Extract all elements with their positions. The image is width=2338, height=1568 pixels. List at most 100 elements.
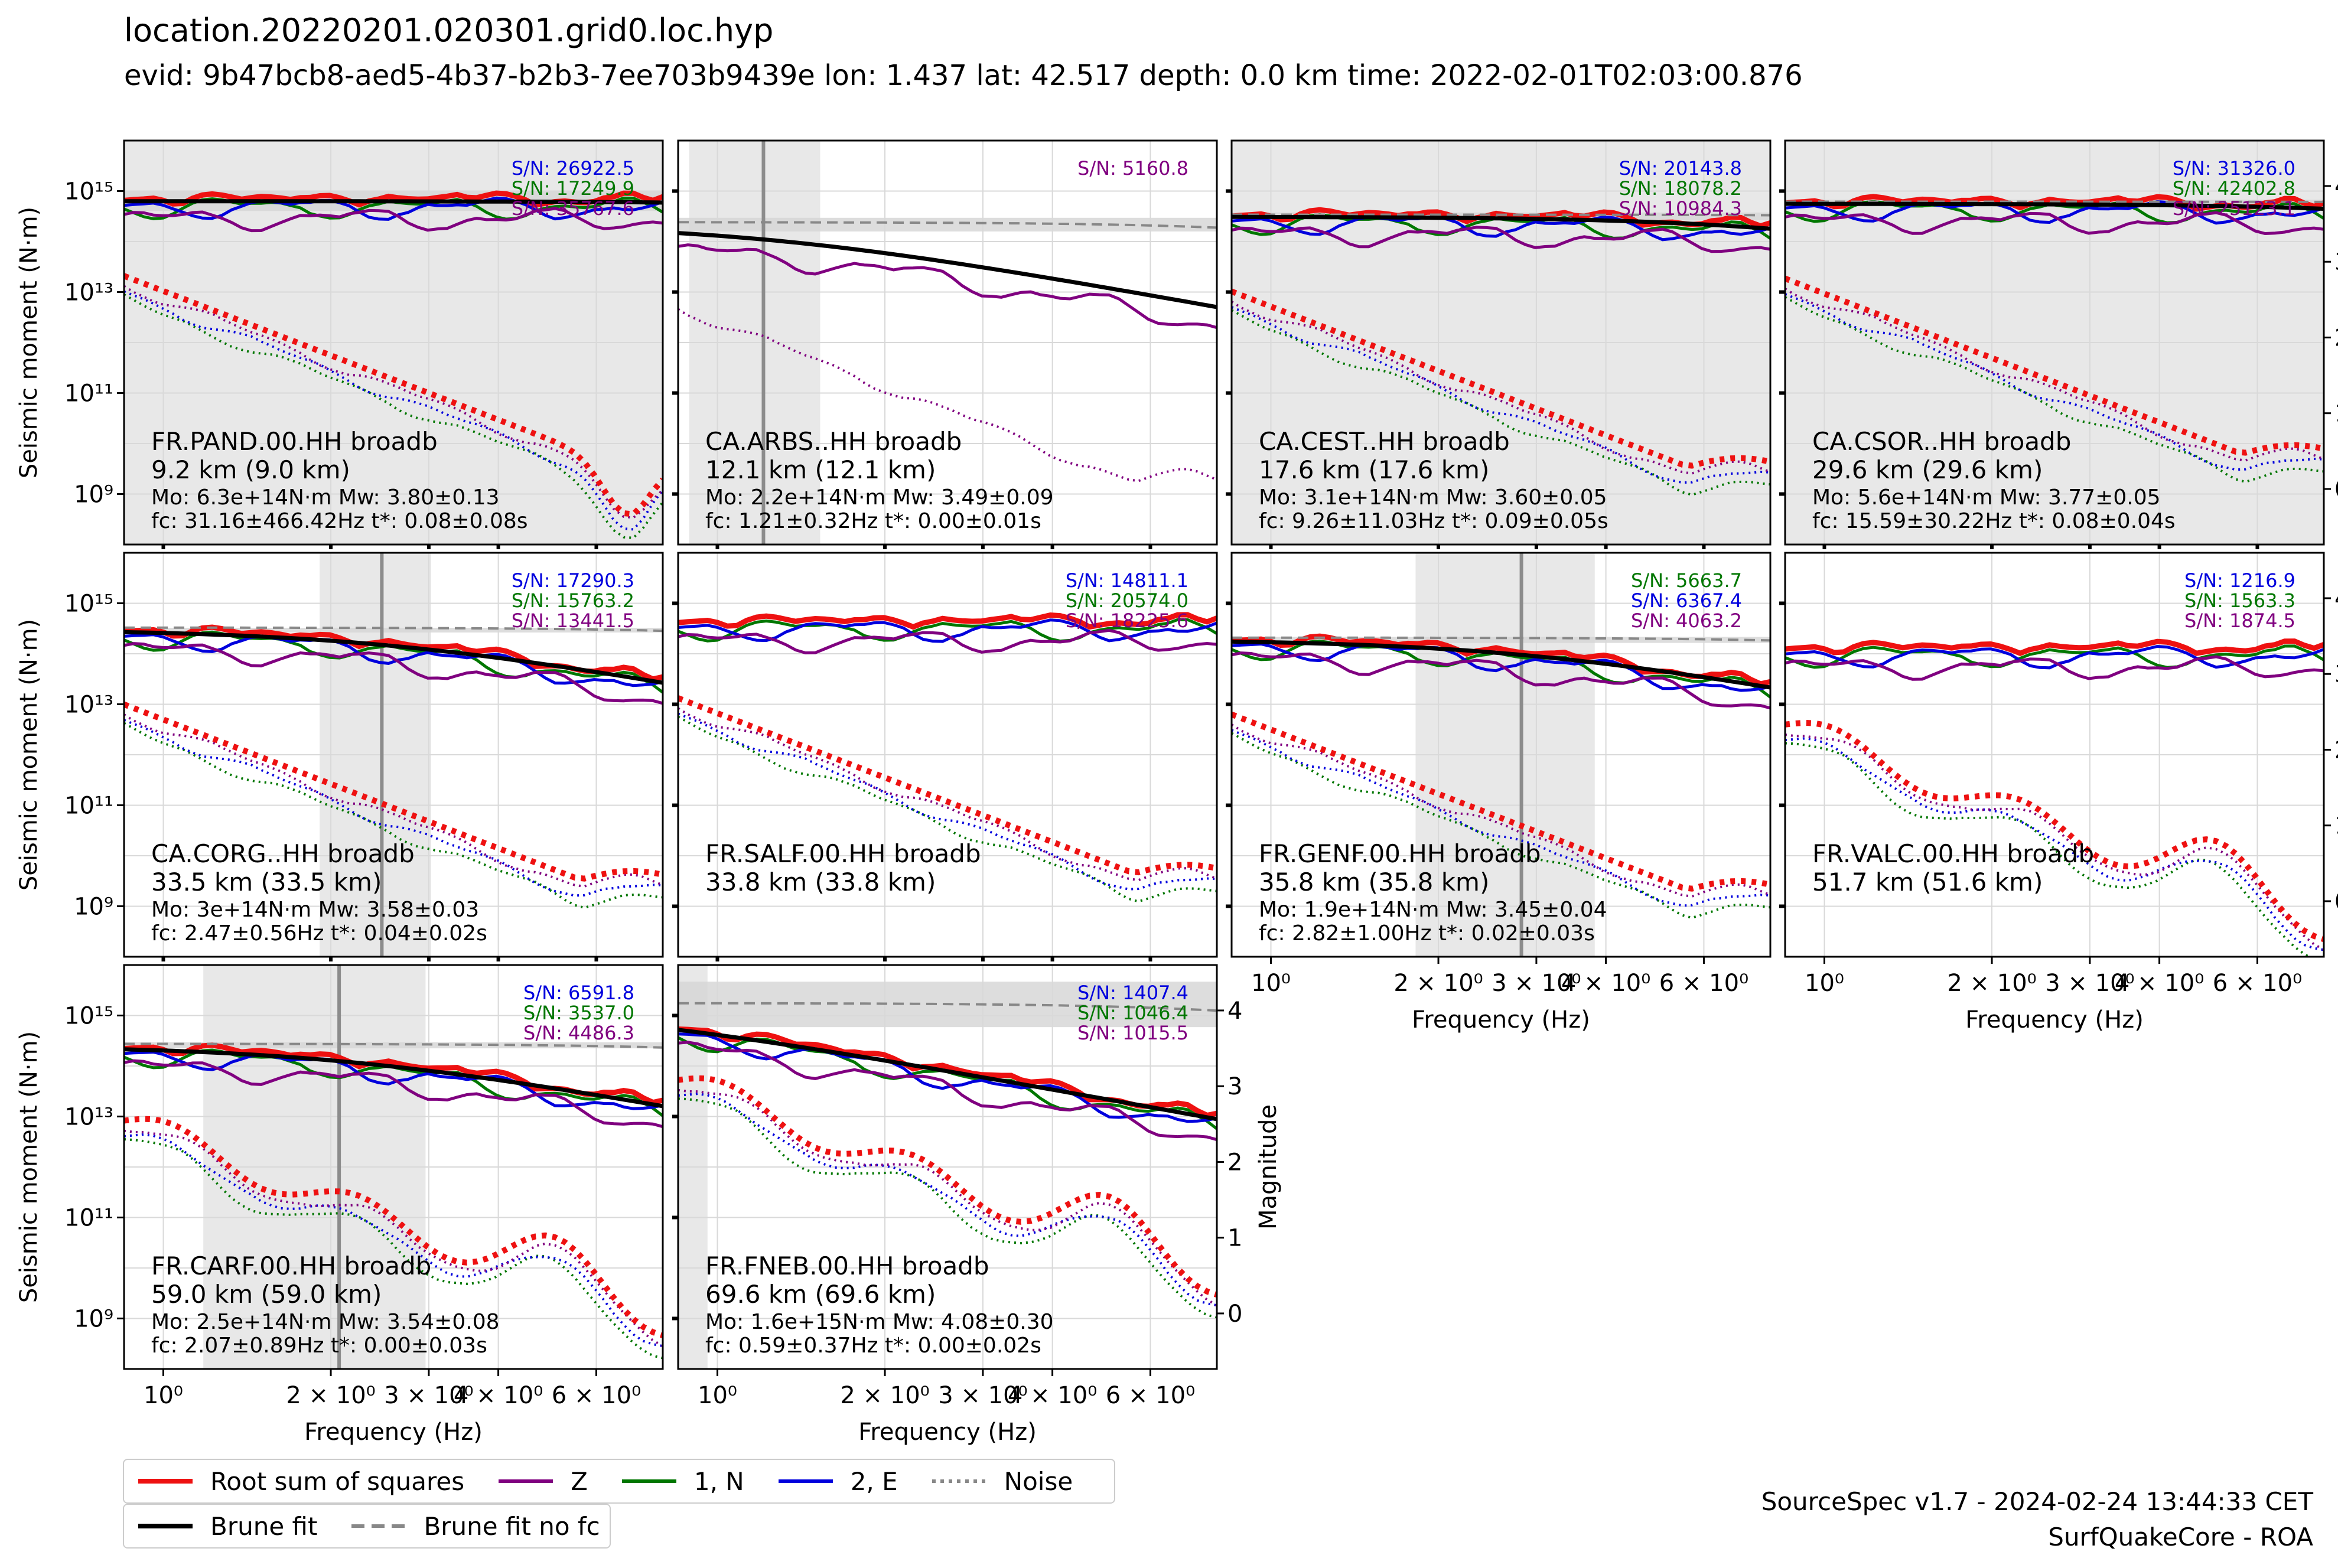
sn-label: S/N: 31326.0 bbox=[2173, 157, 2295, 180]
noise-rss bbox=[124, 702, 663, 882]
x-tick-label: 6 × 10⁰ bbox=[1659, 970, 1748, 997]
source-params-label: Mo: 5.6e+14N·m Mw: 3.77±0.05 bbox=[1812, 485, 2161, 510]
sn-label: S/N: 15763.2 bbox=[512, 589, 634, 612]
station-label: FR.PAND.00.HH broadb bbox=[151, 427, 438, 456]
sn-label: S/N: 10984.3 bbox=[1619, 197, 1742, 220]
spectrum-panel-5: S/N: 14811.1S/N: 20574.0S/N: 18225.6 FR.S… bbox=[672, 552, 1218, 961]
source-params-label: Mo: 1.6e+15N·m Mw: 4.08±0.30 bbox=[705, 1310, 1054, 1334]
sn-label: S/N: 13441.5 bbox=[512, 609, 634, 632]
distance-label: 69.6 km (69.6 km) bbox=[705, 1280, 936, 1309]
y-tick-label: 10¹¹ bbox=[64, 380, 113, 408]
mag-tick-label: 1 bbox=[2334, 813, 2338, 840]
x-tick-label: 10⁰ bbox=[144, 1382, 183, 1409]
station-label: FR.VALC.00.HH broadb bbox=[1812, 839, 2094, 868]
distance-label: 29.6 km (29.6 km) bbox=[1812, 455, 2043, 484]
station-label: CA.CSOR..HH broadb bbox=[1812, 427, 2071, 456]
panel-frame bbox=[123, 552, 664, 958]
x-tick-label: 6 × 10⁰ bbox=[1106, 1382, 1195, 1409]
x-axis-label: Frequency (Hz) bbox=[304, 1419, 483, 1446]
panel-plot-area bbox=[678, 553, 1217, 957]
legend-brune: Brune fit bbox=[136, 1512, 317, 1541]
mag-tick-label: 2 bbox=[2334, 324, 2338, 351]
spectrum-panel-9: S/N: 1407.4S/N: 1046.4S/N: 1015.5 FR.FNEB… bbox=[672, 964, 1282, 1446]
y-tick-label: 10¹⁵ bbox=[64, 178, 113, 206]
sn-label: S/N: 17290.3 bbox=[512, 569, 634, 592]
panel-plot-area bbox=[1785, 141, 2324, 545]
corner-freq-label: fc: 15.59±30.22Hz t*: 0.08±0.04s bbox=[1812, 509, 2176, 533]
y-axis-label: Seismic moment (N·m) bbox=[15, 207, 43, 478]
spectrum-z bbox=[678, 1041, 1217, 1142]
brune-fit bbox=[1232, 214, 1770, 231]
x-tick-label: 3 × 10⁰ bbox=[2045, 970, 2134, 997]
x-tick-label: 2 × 10⁰ bbox=[840, 1382, 929, 1409]
brune-fit-no-fc bbox=[124, 1042, 663, 1049]
legend-n-label: 1, N bbox=[693, 1466, 744, 1496]
y-axis-label: Seismic moment (N·m) bbox=[15, 1031, 43, 1303]
noise-z bbox=[124, 1129, 663, 1347]
station-label: CA.ARBS..HH broadb bbox=[705, 427, 962, 456]
noise-rss bbox=[1785, 719, 2324, 943]
sn-label: S/N: 5160.8 bbox=[1077, 157, 1188, 180]
footer-affiliation: SurfQuakeCore - ROA bbox=[2048, 1523, 2313, 1551]
x-axis-label: Frequency (Hz) bbox=[1965, 1006, 2144, 1034]
legend-noise-swatch bbox=[932, 1479, 986, 1483]
x-tick-label: 6 × 10⁰ bbox=[2213, 970, 2302, 997]
y-tick-label: 10¹³ bbox=[64, 1104, 113, 1131]
sn-label: S/N: 1046.4 bbox=[1077, 1002, 1188, 1024]
mag-tick-label: 4 bbox=[2334, 173, 2338, 200]
noise-rss bbox=[1785, 275, 2324, 456]
x-tick-label: 10⁰ bbox=[1805, 970, 1844, 997]
y-tick-label: 10¹¹ bbox=[64, 793, 113, 820]
legend-noise-label: Noise bbox=[1004, 1466, 1073, 1496]
spectrum-panel-8: S/N: 6591.8S/N: 3537.0S/N: 4486.3 FR.CARF… bbox=[15, 964, 664, 1446]
legend-noise: Noise bbox=[930, 1467, 1073, 1496]
y-tick-label: 10¹³ bbox=[64, 279, 113, 307]
panel-frame bbox=[1784, 552, 2325, 958]
sn-label: S/N: 18225.6 bbox=[1066, 609, 1188, 632]
spectrum-panel-2: S/N: 20143.8S/N: 18078.2S/N: 10984.3 CA.C… bbox=[1226, 139, 1772, 549]
y-tick-label: 10⁹ bbox=[74, 1306, 113, 1333]
panel-plot-area bbox=[678, 141, 1217, 545]
station-label: FR.GENF.00.HH broadb bbox=[1259, 839, 1541, 868]
brune-fit bbox=[678, 231, 1217, 309]
distance-label: 9.2 km (9.0 km) bbox=[151, 455, 350, 484]
y-tick-label: 10¹⁵ bbox=[64, 1003, 113, 1030]
legend-n-swatch bbox=[621, 1479, 676, 1483]
noise-rss bbox=[1232, 712, 1770, 892]
legend-brune-label: Brune fit bbox=[210, 1511, 318, 1541]
spectrum-z bbox=[124, 642, 663, 705]
sn-label: S/N: 1216.9 bbox=[2184, 569, 2295, 592]
source-params-label: Mo: 6.3e+14N·m Mw: 3.80±0.13 bbox=[151, 485, 500, 510]
distance-label: 59.0 km (59.0 km) bbox=[151, 1280, 382, 1309]
mag-axis-label: Magnitude bbox=[1255, 1104, 1282, 1230]
noise-z bbox=[678, 707, 1217, 882]
spectrum-z bbox=[1232, 226, 1770, 253]
spectrum-n bbox=[678, 618, 1217, 643]
legend-z: Z bbox=[496, 1467, 588, 1496]
noise-z bbox=[124, 713, 663, 888]
legend-brune-swatch bbox=[138, 1524, 193, 1528]
mag-tick-label: 1 bbox=[2334, 400, 2338, 428]
noise-rss bbox=[1232, 288, 1770, 469]
noise-rss bbox=[678, 1075, 1217, 1298]
spectrum-z bbox=[1785, 655, 2324, 681]
source-params-label: Mo: 3.1e+14N·m Mw: 3.60±0.05 bbox=[1259, 485, 1607, 510]
x-tick-label: 2 × 10⁰ bbox=[1947, 970, 2036, 997]
x-tick-label: 4 × 10⁰ bbox=[2115, 970, 2204, 997]
legend-e-swatch bbox=[778, 1479, 833, 1483]
legend-z-label: Z bbox=[571, 1466, 588, 1496]
spectrum-panel-7: S/N: 1216.9S/N: 1563.3S/N: 1874.5 FR.VALC… bbox=[1779, 552, 2338, 1034]
noise-rss bbox=[124, 1116, 663, 1338]
legend-rss-swatch bbox=[138, 1479, 193, 1484]
sn-label: S/N: 1874.5 bbox=[2184, 609, 2295, 632]
distance-label: 12.1 km (12.1 km) bbox=[705, 455, 936, 484]
mag-tick-label: 2 bbox=[1227, 1149, 1242, 1176]
brune-fit bbox=[124, 1047, 663, 1109]
panel-frame bbox=[1230, 139, 1772, 546]
noise-z bbox=[124, 285, 663, 519]
brune-fit bbox=[678, 1028, 1217, 1122]
y-axis-label: Seismic moment (N·m) bbox=[15, 619, 43, 891]
panel-plot-area bbox=[124, 553, 663, 957]
